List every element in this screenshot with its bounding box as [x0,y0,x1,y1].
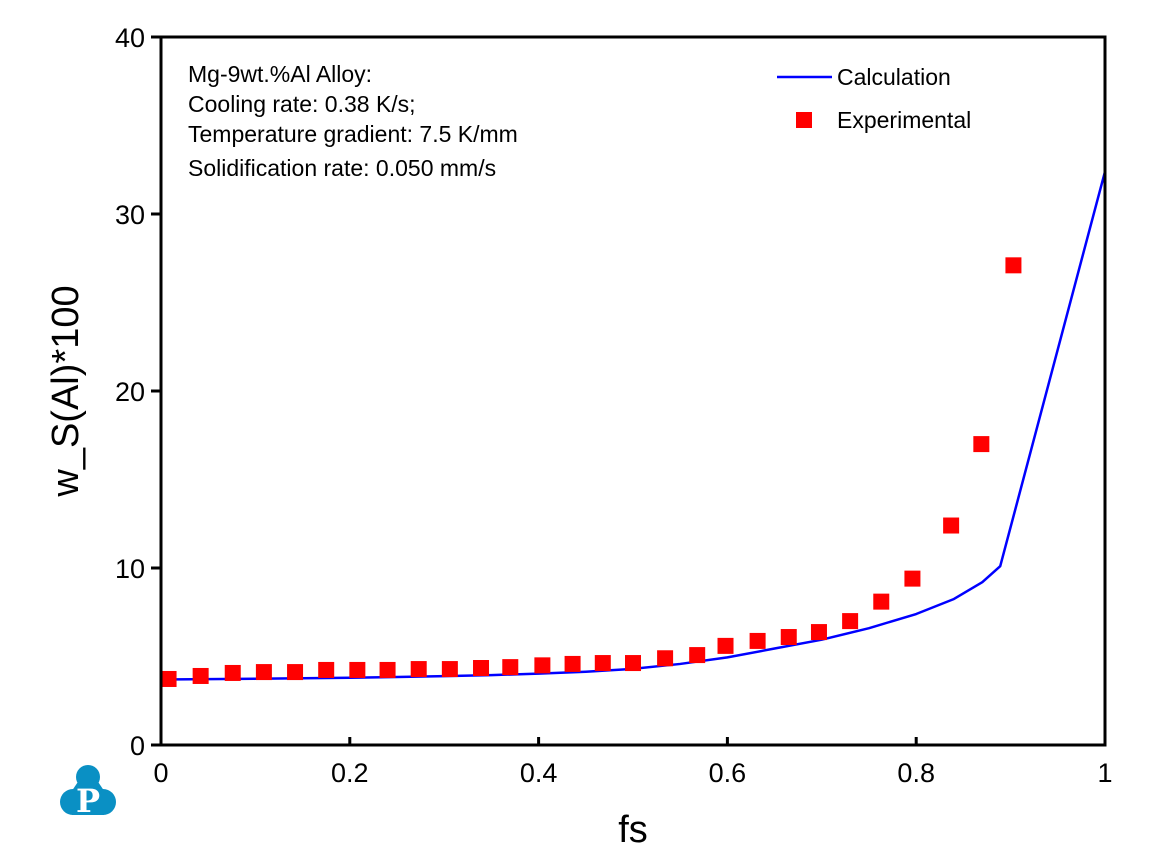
brand-logo: P [60,765,116,820]
experimental-point [224,664,241,681]
experimental-point [502,659,519,676]
y-tick-label: 0 [130,731,145,761]
experimental-point [564,655,581,672]
annotation-line: Temperature gradient: 7.5 K/mm [188,121,518,147]
legend: Calculation Experimental [777,64,971,133]
y-tick-label: 10 [115,554,145,584]
x-tick-label: 0.4 [520,758,558,788]
experimental-point [349,661,366,678]
experimental-point [842,613,859,630]
logo-letter: P [76,782,100,820]
experimental-point [192,667,209,684]
annotation-block: Mg-9wt.%Al Alloy: Cooling rate: 0.38 K/s… [188,61,518,181]
y-axis-ticks: 0 10 20 30 40 [115,23,161,761]
y-tick-label: 40 [115,23,145,53]
annotation-line: Cooling rate: 0.38 K/s; [188,91,416,117]
x-axis-title: fs [618,809,648,851]
experimental-point [973,436,990,453]
legend-experimental-label: Experimental [837,107,971,133]
x-tick-label: 0.8 [897,758,935,788]
x-tick-label: 0.6 [709,758,747,788]
experimental-point [625,655,641,672]
y-axis-title: w_S(Al)*100 [45,285,87,497]
experimental-point [943,517,960,534]
logo-cloud-icon [60,765,116,815]
experimental-point [810,624,827,641]
experimental-point [160,670,177,687]
experimental-point [379,661,396,678]
x-tick-label: 0.2 [331,758,369,788]
x-tick-label: 1 [1097,758,1112,788]
y-tick-label: 20 [115,377,145,407]
legend-experimental-swatch [796,112,812,128]
experimental-point [255,664,272,681]
experimental-point [749,632,766,649]
x-axis-ticks: 0 0.2 0.4 0.6 0.8 1 [153,737,1113,788]
experimental-point [318,661,335,678]
experimental-point [657,650,674,667]
experimental-point [689,647,706,664]
experimental-point [717,637,734,654]
experimental-point [410,661,427,678]
annotation-line: Mg-9wt.%Al Alloy: [188,61,372,87]
legend-calculation-label: Calculation [837,64,951,90]
experimental-point [594,655,611,672]
experimental-point [873,593,890,610]
experimental-point [904,570,921,587]
experimental-point [1005,257,1022,274]
y-tick-label: 30 [115,200,145,230]
experimental-point [780,629,797,646]
annotation-line: Solidification rate: 0.050 mm/s [188,155,496,181]
experimental-point [534,657,551,674]
calculation-line [160,171,1107,681]
experimental-point [441,661,458,678]
x-tick-label: 0 [153,758,168,788]
experimental-point [473,660,490,677]
experimental-point [287,664,304,681]
plot-content [160,171,1107,687]
